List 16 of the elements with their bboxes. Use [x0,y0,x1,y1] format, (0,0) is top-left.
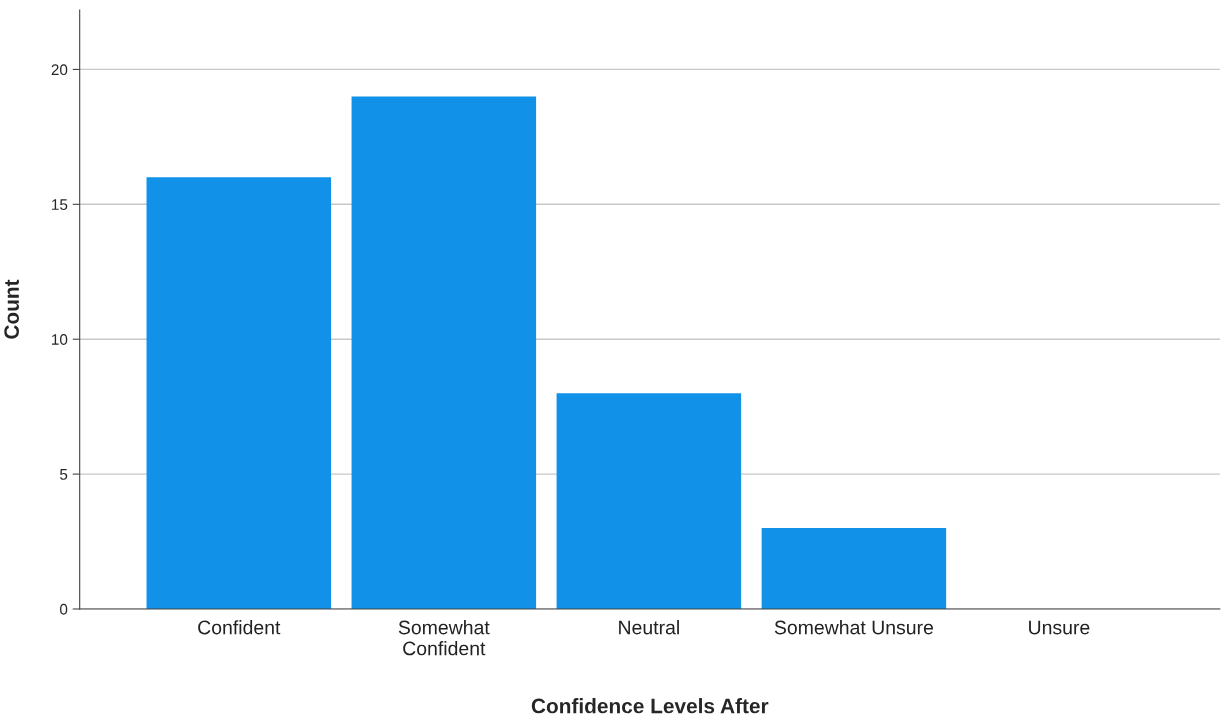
x-axis-title: Confidence Levels After [531,698,769,714]
x-tick-label: Unsure [1029,620,1090,635]
bar [146,177,332,609]
bar [351,96,537,609]
y-tick-label: 15 [52,199,68,210]
bar [761,528,947,609]
x-tick-label: Somewhat Unsure [774,620,933,635]
y-axis-title: Count [4,279,19,339]
y-tick-label: 10 [52,334,68,345]
bar [556,393,742,609]
y-tick-label: 0 [59,603,68,615]
y-tick-label: 5 [60,469,68,480]
y-tick-label: 20 [51,64,68,76]
x-tick-label: Somewhat Confident [398,620,490,656]
x-tick-label: Confident [198,620,281,635]
x-tick-label: Neutral [619,620,679,635]
